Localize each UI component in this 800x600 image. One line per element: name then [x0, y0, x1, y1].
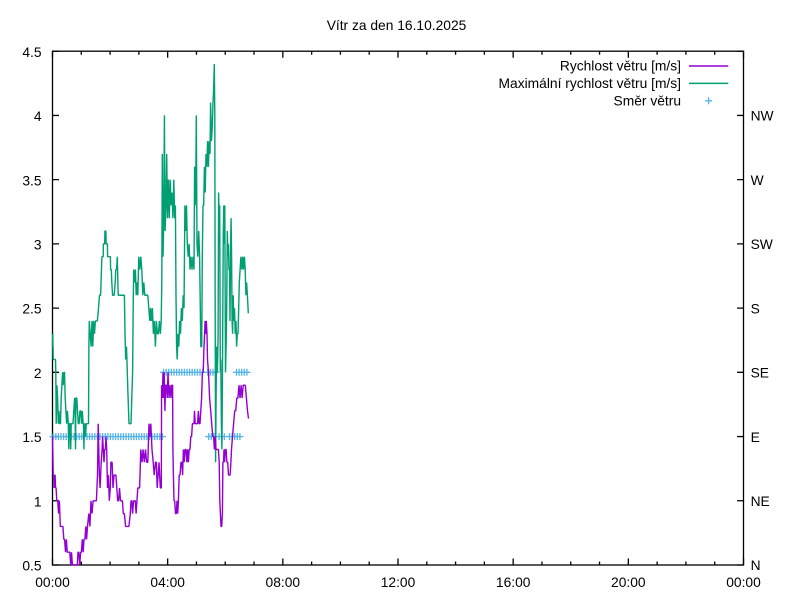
svg-text:00:00: 00:00 — [726, 575, 761, 590]
svg-text:Rychlost větru [m/s]: Rychlost větru [m/s] — [560, 59, 681, 74]
svg-text:0.5: 0.5 — [22, 559, 42, 574]
svg-text:NW: NW — [751, 109, 774, 124]
svg-text:04:00: 04:00 — [150, 575, 185, 590]
svg-text:S: S — [751, 301, 760, 316]
svg-text:Směr větru: Směr větru — [614, 93, 681, 108]
svg-text:16:00: 16:00 — [496, 575, 531, 590]
svg-text:SW: SW — [751, 237, 773, 252]
svg-text:2.5: 2.5 — [22, 302, 42, 317]
svg-text:1: 1 — [34, 494, 42, 509]
svg-text:SE: SE — [751, 366, 769, 381]
svg-text:NE: NE — [751, 494, 770, 509]
svg-text:4: 4 — [34, 109, 42, 124]
svg-text:4.5: 4.5 — [22, 45, 42, 60]
svg-text:1.5: 1.5 — [22, 430, 42, 445]
svg-text:E: E — [751, 430, 760, 445]
svg-text:Vítr za den 16.10.2025: Vítr za den 16.10.2025 — [327, 18, 467, 33]
svg-text:3: 3 — [34, 238, 42, 253]
svg-text:00:00: 00:00 — [35, 575, 70, 590]
svg-text:W: W — [751, 173, 764, 188]
svg-text:08:00: 08:00 — [266, 575, 301, 590]
svg-text:12:00: 12:00 — [381, 575, 416, 590]
svg-text:2: 2 — [34, 366, 42, 381]
svg-text:3.5: 3.5 — [22, 173, 42, 188]
svg-text:Maximální rychlost větru [m/s]: Maximální rychlost větru [m/s] — [499, 76, 681, 91]
svg-text:N: N — [751, 558, 761, 573]
svg-text:20:00: 20:00 — [611, 575, 646, 590]
